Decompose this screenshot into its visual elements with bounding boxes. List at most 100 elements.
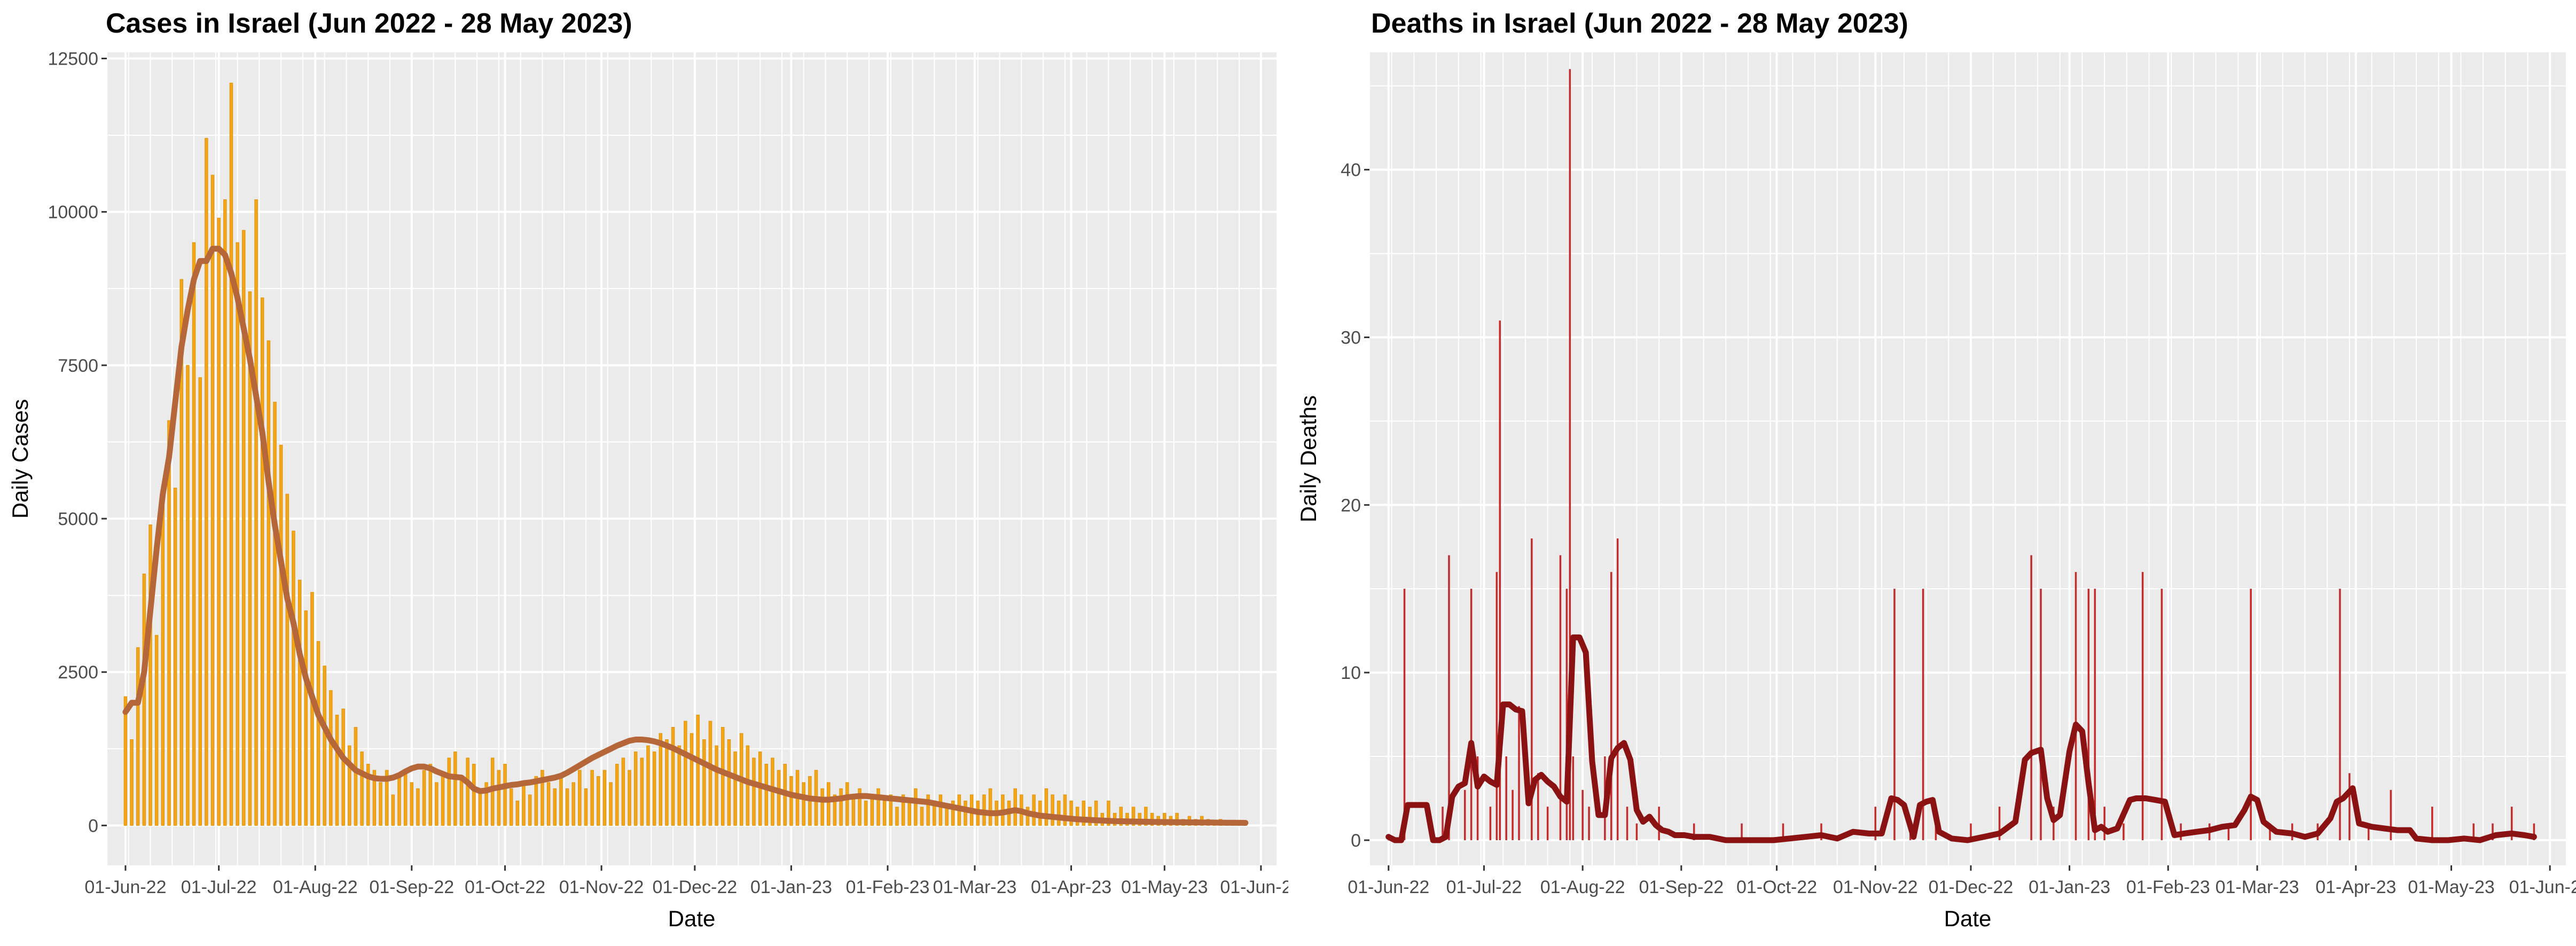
cases-bar <box>546 782 551 826</box>
cases-bar <box>354 727 358 826</box>
deaths-y-tick-label: 10 <box>1341 663 1361 683</box>
cases-bar <box>403 770 408 826</box>
cases-bar <box>515 800 520 826</box>
cases-chart-svg: 0 2500 5000 7500 10000 12500 01-Jun-22 01-Jul-2… <box>7 49 1288 931</box>
cases-bar <box>428 763 432 826</box>
cases-bar <box>920 807 924 826</box>
deaths-y-tick-label: 0 <box>1351 831 1361 851</box>
deaths-bar <box>1463 789 1466 840</box>
deaths-bar <box>1922 589 1924 840</box>
deaths-bar <box>2030 555 2032 840</box>
cases-bar <box>422 770 426 826</box>
cases-bar <box>901 794 905 826</box>
cases-bar <box>615 763 619 826</box>
deaths-bar <box>2339 589 2341 840</box>
cases-bar <box>497 770 501 826</box>
deaths-y-tick-label: 20 <box>1341 495 1361 515</box>
deaths-x-tick-label: 01-Dec-22 <box>1929 877 2014 897</box>
deaths-bar <box>1442 807 1444 840</box>
cases-bar <box>708 721 712 826</box>
cases-plot-background <box>107 52 1277 865</box>
cases-bar <box>217 217 221 826</box>
cases-bar <box>416 788 420 826</box>
cases-bar <box>198 377 202 826</box>
cases-bar <box>441 776 445 826</box>
deaths-bar <box>1569 69 1571 840</box>
cases-bar <box>161 500 165 826</box>
deaths-bar <box>1505 756 1507 840</box>
cases-bar <box>541 770 544 826</box>
cases-bar <box>684 721 687 826</box>
cases-x-tick-label: 01-Sep-22 <box>369 877 454 897</box>
deaths-x-axis-title: Date <box>1944 906 1992 931</box>
deaths-bar <box>1448 555 1450 840</box>
cases-bar <box>136 647 140 826</box>
deaths-bar <box>1512 789 1514 840</box>
deaths-bar <box>1489 807 1492 840</box>
cases-bar <box>876 788 880 826</box>
deaths-bar <box>1626 807 1628 840</box>
deaths-x-tick-label: 01-Apr-23 <box>2315 877 2396 897</box>
deaths-bar <box>2094 589 2096 840</box>
deaths-bar <box>2087 589 2090 840</box>
cases-bar <box>951 800 955 826</box>
deaths-bar <box>2348 773 2351 840</box>
cases-bar <box>988 788 992 826</box>
cases-bar <box>459 776 464 826</box>
cases-bar <box>447 757 451 826</box>
cases-bar <box>179 279 184 826</box>
cases-bar <box>646 745 650 826</box>
cases-bar <box>192 242 196 826</box>
deaths-bar <box>2103 807 2105 840</box>
cases-x-tick-label: 01-Dec-22 <box>652 877 737 897</box>
cases-bar <box>123 696 128 826</box>
cases-bar <box>348 745 351 826</box>
cases-bar <box>671 727 675 826</box>
deaths-x-tick-label: 01-Aug-22 <box>1540 877 1625 897</box>
cases-bar <box>323 666 326 826</box>
cases-bar <box>173 488 177 826</box>
cases-bar <box>534 776 538 826</box>
deaths-bar <box>2227 823 2230 840</box>
deaths-bar <box>2367 823 2370 840</box>
cases-x-axis-title: Date <box>668 906 716 931</box>
cases-bar <box>205 138 208 826</box>
cases-bar <box>864 800 868 826</box>
cases-bar <box>329 690 333 826</box>
cases-bar <box>478 788 482 826</box>
deaths-bar <box>1616 538 1619 840</box>
cases-bar <box>1094 800 1098 826</box>
cases-bar <box>248 291 252 826</box>
cases-bar <box>733 751 737 826</box>
deaths-x-tick-label: 01-Jun-23 <box>2509 877 2576 897</box>
cases-bar <box>907 800 911 826</box>
cases-bar <box>945 807 949 826</box>
cases-x-tick-label: 01-Aug-22 <box>273 877 358 897</box>
cases-bar <box>186 365 190 826</box>
cases-x-tick-label: 01-Jul-22 <box>181 877 257 897</box>
cases-bar <box>453 751 457 826</box>
cases-bar <box>621 757 625 826</box>
cases-bar <box>1107 800 1110 826</box>
cases-bar <box>304 610 308 826</box>
cases-y-tick-label: 10000 <box>48 202 98 223</box>
cases-bar <box>665 739 669 826</box>
deaths-bar <box>1387 840 1390 841</box>
cases-chart-title: Cases in Israel (Jun 2022 - 28 May 2023) <box>106 8 632 39</box>
deaths-bar <box>2431 807 2433 840</box>
cases-x-tick-label: 01-Oct-22 <box>465 877 545 897</box>
cases-bar <box>372 770 377 826</box>
cases-bar <box>882 800 887 826</box>
deaths-bar <box>1546 807 1549 840</box>
cases-bar <box>640 757 644 826</box>
cases-bar <box>628 770 631 826</box>
deaths-x-tick-label: 01-Feb-23 <box>2126 877 2210 897</box>
cases-bar <box>777 770 781 826</box>
cases-bar <box>229 82 233 826</box>
cases-bar <box>503 763 507 826</box>
cases-bar <box>715 745 718 826</box>
cases-x-tick-label: 01-Nov-22 <box>559 877 644 897</box>
cases-bar <box>1144 807 1148 826</box>
cases-bar <box>310 592 314 826</box>
cases-bar <box>553 788 557 826</box>
